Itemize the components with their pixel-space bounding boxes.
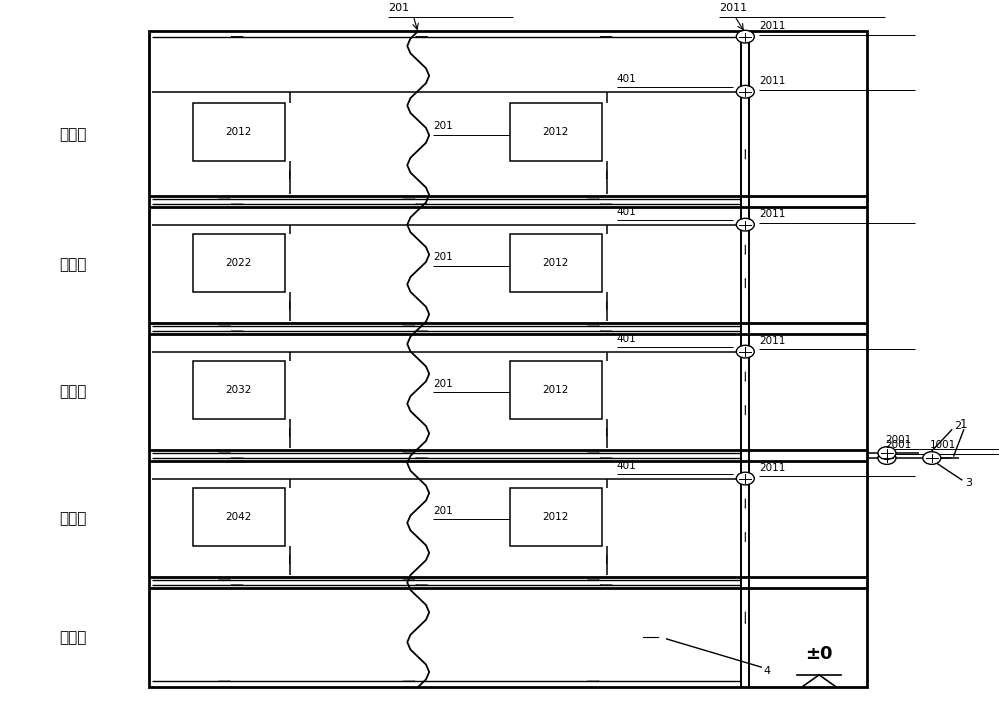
Text: 201: 201 bbox=[433, 379, 453, 389]
Circle shape bbox=[878, 447, 896, 459]
Text: 2012: 2012 bbox=[226, 127, 252, 137]
Text: 2001: 2001 bbox=[885, 435, 911, 445]
Circle shape bbox=[736, 218, 754, 231]
Text: 401: 401 bbox=[617, 461, 636, 471]
Bar bbox=[510, 103, 602, 161]
Text: 2011: 2011 bbox=[719, 4, 748, 13]
Text: 401: 401 bbox=[617, 74, 636, 84]
Text: 2012: 2012 bbox=[543, 127, 569, 137]
Circle shape bbox=[736, 86, 754, 98]
Bar bbox=[193, 488, 285, 546]
Text: 2001: 2001 bbox=[885, 440, 911, 450]
Text: 201: 201 bbox=[433, 122, 453, 132]
Text: 2022: 2022 bbox=[226, 258, 252, 268]
Text: 2011: 2011 bbox=[759, 336, 786, 346]
Bar bbox=[193, 103, 285, 161]
Text: 2011: 2011 bbox=[759, 209, 786, 219]
Text: 二楼层: 二楼层 bbox=[60, 511, 87, 527]
Bar bbox=[510, 361, 602, 418]
Text: 201: 201 bbox=[388, 4, 409, 13]
Text: 4: 4 bbox=[763, 666, 770, 675]
Bar bbox=[193, 361, 285, 418]
Circle shape bbox=[923, 452, 941, 464]
Bar bbox=[510, 488, 602, 546]
Circle shape bbox=[736, 472, 754, 485]
Text: 2: 2 bbox=[954, 421, 961, 431]
Bar bbox=[149, 31, 867, 687]
Circle shape bbox=[736, 346, 754, 358]
Text: 1: 1 bbox=[960, 418, 967, 430]
Text: 201: 201 bbox=[433, 506, 453, 516]
Text: 2032: 2032 bbox=[226, 384, 252, 395]
Text: 201: 201 bbox=[433, 252, 453, 262]
Text: 2042: 2042 bbox=[226, 512, 252, 522]
Text: 2011: 2011 bbox=[759, 463, 786, 473]
Text: 1001: 1001 bbox=[930, 440, 956, 450]
Text: 2011: 2011 bbox=[759, 76, 786, 86]
Text: 401: 401 bbox=[617, 334, 636, 344]
Bar bbox=[193, 234, 285, 292]
Text: 2012: 2012 bbox=[543, 258, 569, 268]
Text: 五楼层: 五楼层 bbox=[60, 127, 87, 142]
Circle shape bbox=[736, 30, 754, 43]
Text: 四楼层: 四楼层 bbox=[60, 258, 87, 273]
Text: 2012: 2012 bbox=[543, 512, 569, 522]
Text: 3: 3 bbox=[965, 479, 972, 489]
Text: 三楼层: 三楼层 bbox=[60, 384, 87, 399]
Text: 2012: 2012 bbox=[543, 384, 569, 395]
Text: 一楼层: 一楼层 bbox=[60, 630, 87, 645]
Bar bbox=[510, 234, 602, 292]
Text: 401: 401 bbox=[617, 207, 636, 217]
Text: ±0: ±0 bbox=[805, 645, 833, 663]
Circle shape bbox=[878, 452, 896, 464]
Text: 2011: 2011 bbox=[759, 21, 786, 31]
